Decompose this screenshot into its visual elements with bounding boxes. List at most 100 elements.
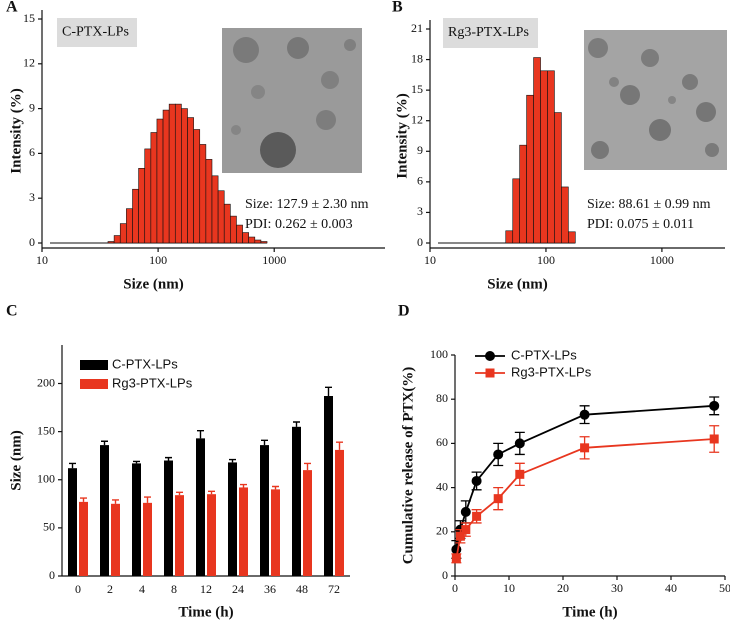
y-tick-label: 9 [29, 100, 35, 114]
y-tick-label: 6 [417, 174, 423, 188]
error-bar [101, 440, 108, 446]
bar [540, 70, 548, 244]
y-tick-label: 3 [417, 204, 423, 218]
bar [175, 495, 184, 576]
bar [168, 103, 176, 244]
legend-label: Rg3-PTX-LPs [112, 375, 193, 390]
bar [260, 445, 269, 576]
y-axis-title: Intensity (%) [394, 93, 410, 178]
error-bar [176, 491, 183, 496]
bar [132, 463, 141, 576]
error-bar [165, 456, 172, 461]
error-bar [208, 490, 215, 495]
bar [230, 215, 237, 244]
bar [242, 232, 249, 244]
bar [111, 503, 120, 576]
panel-label: D [398, 303, 410, 320]
bar [248, 236, 256, 244]
legend-marker [485, 351, 495, 361]
tag: C-PTX-LPs [62, 25, 129, 40]
error-bar [325, 386, 332, 397]
bar [196, 438, 205, 576]
x-tick-label: 40 [665, 581, 677, 595]
x-tick-label: 100 [149, 253, 167, 267]
bar [260, 241, 268, 244]
bar [505, 230, 514, 244]
legend-label: C-PTX-LPs [112, 356, 178, 371]
bar [568, 231, 576, 244]
x-tick-label: 0 [452, 581, 458, 595]
x-tick-label: 36 [264, 582, 276, 596]
y-tick-label: 0 [417, 235, 423, 249]
bar [100, 445, 109, 576]
x-tick-label: 50 [719, 581, 730, 595]
marker [579, 409, 590, 420]
error-bar [240, 483, 247, 488]
error-bar [272, 485, 279, 490]
x-tick-label: 12 [200, 582, 212, 596]
error-bar [304, 462, 311, 471]
bar [292, 426, 301, 576]
tag-box [443, 18, 538, 48]
bar [144, 148, 152, 244]
error-bar [133, 460, 140, 464]
y-tick-label: 6 [29, 145, 35, 159]
panel-label: C [6, 303, 18, 320]
bar [554, 112, 562, 244]
bar [164, 460, 173, 576]
y-tick-label: 100 [37, 472, 55, 486]
x-tick-label: 100 [537, 253, 555, 267]
marker [709, 434, 719, 444]
x-tick-label: 10 [424, 253, 436, 267]
marker [460, 506, 471, 517]
y-tick-label: 18 [411, 51, 423, 65]
bar [132, 188, 139, 244]
error-bar [69, 462, 76, 469]
x-tick-label: 48 [296, 582, 308, 596]
y-tick-label: 15 [411, 82, 423, 96]
bar [113, 235, 121, 244]
legend-marker [485, 368, 495, 378]
bar [162, 109, 170, 244]
y-tick-label: 0 [442, 568, 448, 582]
error-bar [144, 496, 151, 503]
series-line [455, 404, 715, 550]
marker [451, 553, 461, 563]
tag-box [57, 18, 137, 47]
bar [335, 449, 344, 576]
marker [514, 438, 525, 449]
marker [472, 511, 482, 521]
x-tick-label: 10 [503, 581, 515, 595]
x-tick-label: 30 [611, 581, 623, 595]
legend-label: C-PTX-LPs [511, 347, 577, 362]
marker [493, 449, 504, 460]
marker [461, 525, 471, 535]
bar [205, 159, 213, 244]
bar [254, 239, 262, 244]
x-tick-label: 1000 [262, 253, 286, 267]
bar [138, 168, 146, 244]
error-bar [261, 439, 268, 446]
bar [547, 70, 555, 244]
bar [143, 502, 152, 576]
error-bar [229, 458, 236, 463]
y-tick-label: 0 [29, 235, 35, 249]
bar [211, 175, 219, 244]
x-tick-label: 1000 [650, 253, 674, 267]
bar [187, 117, 194, 244]
annotation: PDI: 0.262 ± 0.003 [245, 217, 353, 232]
y-tick-label: 200 [37, 375, 55, 389]
bar [561, 186, 569, 244]
y-axis-title: Size (nm) [8, 430, 24, 490]
y-tick-label: 60 [436, 435, 448, 449]
bar [126, 208, 133, 244]
tem-inset [584, 30, 727, 170]
x-tick-label: 24 [232, 582, 244, 596]
bar [217, 190, 225, 244]
bar [207, 494, 216, 576]
marker [451, 544, 462, 555]
error-bar [80, 497, 87, 502]
y-axis-title: Cumulative release of PTX(%) [400, 367, 416, 565]
bar [271, 489, 280, 576]
